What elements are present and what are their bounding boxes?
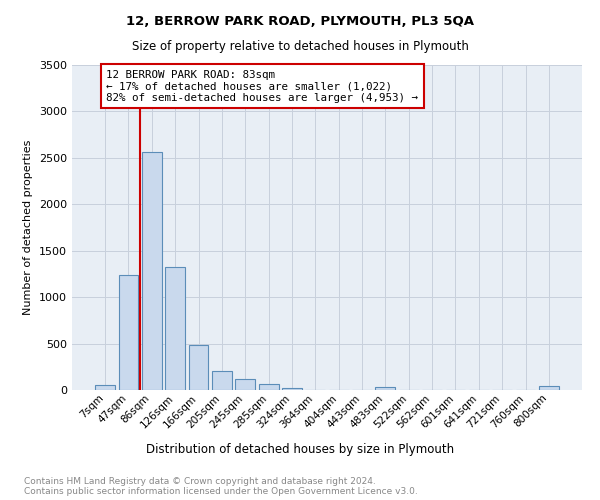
Text: 12, BERROW PARK ROAD, PLYMOUTH, PL3 5QA: 12, BERROW PARK ROAD, PLYMOUTH, PL3 5QA bbox=[126, 15, 474, 28]
Bar bbox=[235, 380, 255, 390]
Bar bbox=[212, 372, 232, 390]
Text: Size of property relative to detached houses in Plymouth: Size of property relative to detached ho… bbox=[131, 40, 469, 53]
Y-axis label: Number of detached properties: Number of detached properties bbox=[23, 140, 34, 315]
Bar bbox=[539, 386, 559, 390]
Text: Contains HM Land Registry data © Crown copyright and database right 2024.: Contains HM Land Registry data © Crown c… bbox=[24, 478, 376, 486]
Text: Contains public sector information licensed under the Open Government Licence v3: Contains public sector information licen… bbox=[24, 488, 418, 496]
Bar bbox=[119, 275, 139, 390]
Text: 12 BERROW PARK ROAD: 83sqm
← 17% of detached houses are smaller (1,022)
82% of s: 12 BERROW PARK ROAD: 83sqm ← 17% of deta… bbox=[106, 70, 418, 103]
Bar bbox=[165, 268, 185, 390]
Bar bbox=[188, 344, 208, 390]
Bar bbox=[142, 152, 162, 390]
Bar bbox=[376, 387, 395, 390]
Bar bbox=[282, 388, 302, 390]
Text: Distribution of detached houses by size in Plymouth: Distribution of detached houses by size … bbox=[146, 442, 454, 456]
Bar bbox=[259, 384, 278, 390]
Bar bbox=[95, 386, 115, 390]
